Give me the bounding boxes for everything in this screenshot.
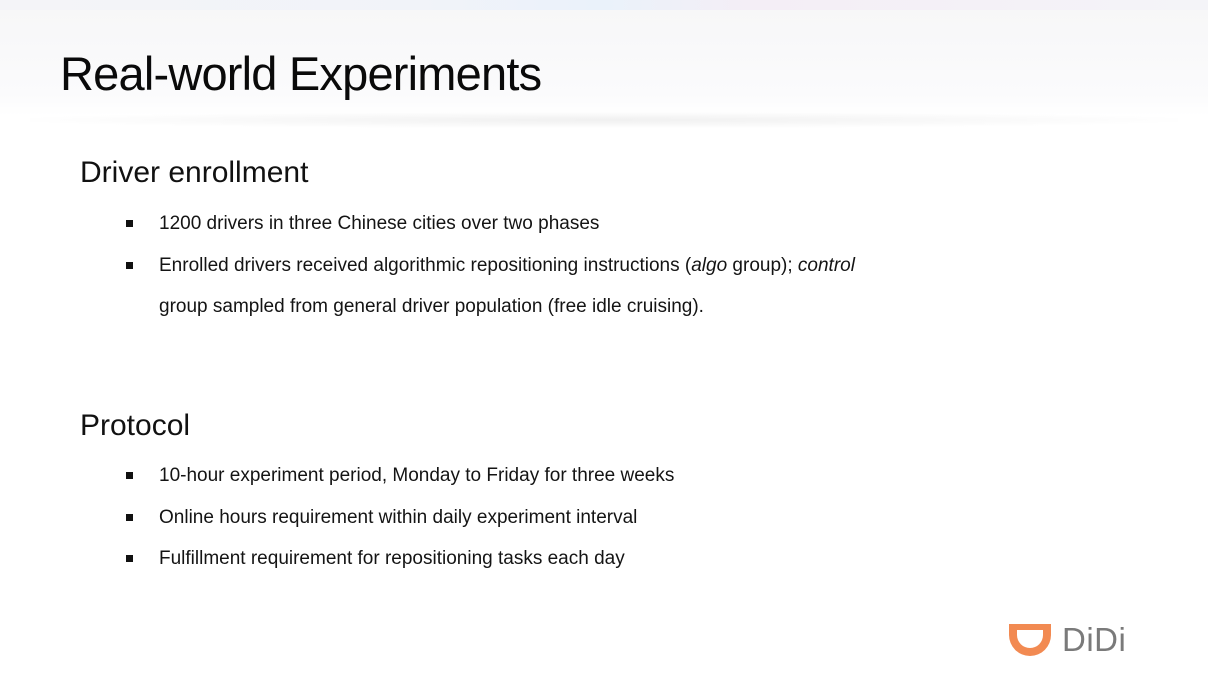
- slide-title: Real-world Experiments: [60, 47, 542, 100]
- list-item: 1200 drivers in three Chinese cities ove…: [123, 203, 1123, 245]
- brand-logo: DiDi: [1006, 619, 1138, 663]
- list-item: 10-hour experiment period, Monday to Fri…: [123, 455, 1123, 497]
- bullet-text-emphasis-control: control: [797, 254, 855, 276]
- didi-logo-icon: [1009, 624, 1051, 656]
- bullet-text: 1200 drivers in three Chinese cities ove…: [159, 213, 600, 234]
- bullet-text-emphasis-algo: algo: [691, 254, 728, 276]
- square-bullet-icon: [126, 261, 133, 269]
- title-band: [0, 10, 1208, 116]
- driver-enrollment-bullet-list: 1200 drivers in three Chinese cities ove…: [123, 203, 1123, 328]
- bullet-text-line2: group sampled from general driver popula…: [159, 296, 704, 317]
- brand-name: DiDi: [1062, 621, 1127, 658]
- square-bullet-icon: [126, 555, 133, 562]
- bullet-text: 10-hour experiment period, Monday to Fri…: [159, 465, 675, 486]
- square-bullet-icon: [126, 513, 133, 521]
- protocol-bullet-list: 10-hour experiment period, Monday to Fri…: [123, 455, 1123, 580]
- section-heading-protocol: Protocol: [80, 409, 191, 442]
- list-item: Enrolled drivers received algorithmic re…: [123, 245, 1123, 328]
- bullet-text-line1-start: Enrolled drivers received algorithmic re…: [159, 254, 692, 276]
- bullet-text-line1-middle: group);: [727, 254, 798, 276]
- square-bullet-icon: [126, 220, 133, 227]
- bullet-text: Online hours requirement within daily ex…: [159, 506, 638, 528]
- bullet-text: Fulfillment requirement for repositionin…: [159, 548, 625, 569]
- square-bullet-icon: [126, 472, 133, 479]
- list-item: Fulfillment requirement for repositionin…: [123, 538, 1123, 580]
- section-heading-driver-enrollment: Driver enrollment: [80, 156, 309, 189]
- title-divider-shadow: [30, 112, 1178, 128]
- list-item: Online hours requirement within daily ex…: [123, 497, 1123, 539]
- top-decorative-strip: [0, 0, 1208, 10]
